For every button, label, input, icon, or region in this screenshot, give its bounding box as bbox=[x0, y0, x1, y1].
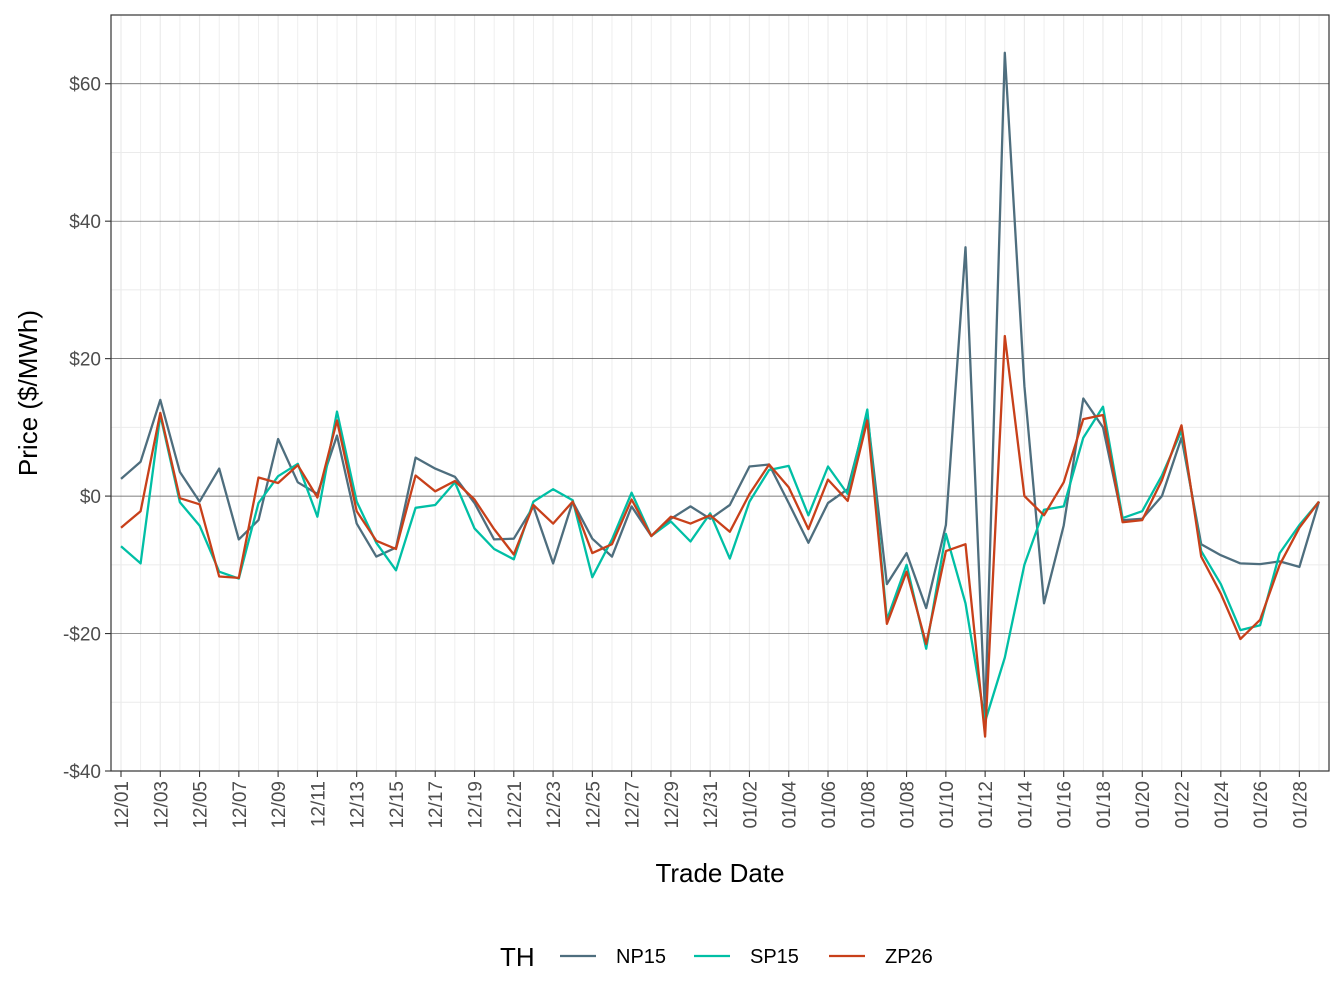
x-tick-label: 01/06 bbox=[819, 781, 840, 829]
x-tick-label: 12/07 bbox=[230, 781, 251, 829]
x-tick-label: 12/09 bbox=[269, 781, 290, 829]
x-tick-label: 12/31 bbox=[701, 781, 722, 829]
x-tick-label: 01/20 bbox=[1133, 781, 1154, 829]
x-tick-label: 01/28 bbox=[1290, 781, 1311, 829]
x-tick-label: 12/17 bbox=[426, 781, 447, 829]
x-tick-label: 12/27 bbox=[623, 781, 644, 829]
y-tick-label: $0 bbox=[80, 487, 101, 508]
plot-border bbox=[110, 14, 1330, 772]
x-tick-label: 12/01 bbox=[112, 781, 133, 829]
x-axis-title: Trade Date bbox=[655, 858, 784, 888]
x-tick-label: 01/02 bbox=[740, 781, 761, 829]
y-axis: -$40 -$20 $0 $20 $40 $60 bbox=[63, 75, 111, 783]
legend-label-zp26: ZP26 bbox=[885, 946, 933, 968]
x-tick-label: 01/18 bbox=[1094, 781, 1115, 829]
x-axis: 12/01 12/03 12/05 12/07 12/09 12/11 12/13 12/15… bbox=[112, 771, 1311, 829]
x-tick-label: 01/16 bbox=[1055, 781, 1076, 829]
x-tick-label: 12/15 bbox=[387, 781, 408, 829]
x-tick-label: 12/21 bbox=[505, 781, 526, 829]
x-tick-label: 01/26 bbox=[1251, 781, 1272, 829]
y-tick-label: -$40 bbox=[63, 762, 101, 783]
legend-title: TH bbox=[500, 942, 535, 972]
x-tick-label: 01/08 bbox=[898, 781, 919, 829]
legend-label-np15: NP15 bbox=[616, 946, 666, 968]
x-tick-label: 12/19 bbox=[466, 781, 487, 829]
x-tick-label: 01/10 bbox=[937, 781, 958, 829]
x-tick-label: 01/04 bbox=[780, 781, 801, 829]
x-tick-label: 12/13 bbox=[348, 781, 369, 829]
x-tick-label: 12/25 bbox=[583, 781, 604, 829]
legend-label-sp15: SP15 bbox=[750, 946, 799, 968]
y-tick-label: $40 bbox=[69, 212, 101, 233]
x-tick-label: 01/14 bbox=[1015, 781, 1036, 829]
series-lines bbox=[120, 51, 1321, 738]
x-tick-label: 12/23 bbox=[544, 781, 565, 829]
x-tick-label: 01/24 bbox=[1212, 781, 1233, 829]
y-tick-label: -$20 bbox=[63, 625, 101, 646]
x-tick-label: 01/22 bbox=[1173, 781, 1194, 829]
x-tick-label: 12/03 bbox=[151, 781, 172, 829]
major-gridlines bbox=[111, 83, 1329, 634]
x-tick-label: 01/12 bbox=[976, 781, 997, 829]
legend: TH NP15 SP15 ZP26 bbox=[500, 942, 933, 972]
x-tick-label: 01/08 bbox=[858, 781, 879, 829]
y-tick-label: $60 bbox=[69, 75, 101, 96]
y-axis-title: Price ($/MWh) bbox=[13, 310, 43, 476]
minor-gridlines bbox=[111, 15, 1329, 771]
series-line-zp26 bbox=[120, 334, 1320, 738]
x-tick-label: 12/29 bbox=[662, 781, 683, 829]
plot-panel bbox=[111, 15, 1329, 771]
x-tick-label: 12/11 bbox=[308, 781, 329, 827]
x-tick-label: 12/05 bbox=[191, 781, 212, 829]
y-tick-label: $20 bbox=[69, 350, 101, 371]
